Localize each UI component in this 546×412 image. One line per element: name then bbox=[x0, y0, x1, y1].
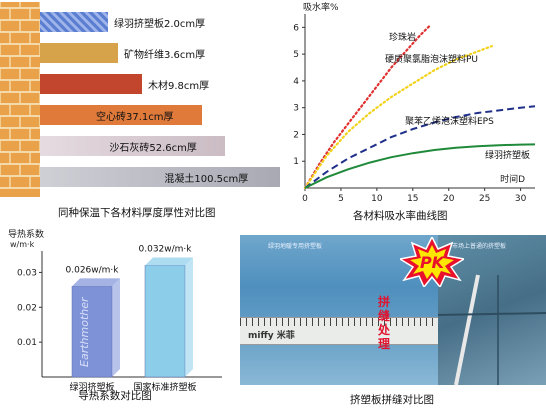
thickness-comparison-panel: 绿羽挤塑板2.0cm厚矿物纤维3.6cm厚木材9.8cm厚空心砖37.1cm厚沙… bbox=[0, 0, 285, 225]
thickness-bar bbox=[40, 167, 280, 187]
y-tick-label: 5 bbox=[293, 50, 299, 60]
bar-side-face bbox=[112, 278, 120, 377]
bar-top-face bbox=[145, 257, 193, 266]
thickness-bar-label: 沙石灰砖52.6cm厚 bbox=[109, 143, 197, 154]
seam-treatment-text: 拼缝处理 bbox=[378, 295, 391, 351]
y-axis-title: 导热系数 bbox=[8, 228, 44, 240]
y-tick-label: 0.01 bbox=[17, 338, 37, 348]
y-axis-title: 吸水率% bbox=[303, 1, 339, 13]
thickness-bar bbox=[40, 74, 142, 94]
y-tick-label: 0.02 bbox=[17, 303, 37, 313]
series-label: 聚苯乙烯泡沫塑料EPS bbox=[405, 115, 494, 127]
series-label: 硬质聚氯脂泡沫塑料PU bbox=[385, 53, 478, 65]
thickness-bar-label: 木材9.8cm厚 bbox=[148, 81, 210, 92]
thickness-bar-label: 混凝土100.5cm厚 bbox=[164, 174, 249, 185]
brand-watermark-logo: Earthmother bbox=[78, 296, 91, 367]
y-tick-label: 4 bbox=[293, 77, 299, 87]
x-tick-label: 5 bbox=[338, 194, 344, 204]
y-tick-label: 1 bbox=[293, 157, 299, 167]
series-line bbox=[304, 105, 536, 189]
bar-value-label: 0.026w/m·k bbox=[66, 265, 120, 275]
thickness-bar-label: 空心砖37.1cm厚 bbox=[96, 112, 174, 123]
series-line bbox=[303, 45, 493, 190]
thickness-bar bbox=[40, 136, 225, 156]
brick-wall-illustration bbox=[0, 2, 40, 197]
bar-side-face bbox=[185, 257, 193, 377]
y-tick-label: 2 bbox=[293, 130, 299, 140]
x-tick-label: 30 bbox=[515, 194, 527, 204]
y-tick-label: 3 bbox=[293, 104, 299, 114]
bar-value-label: 0.032w/m·k bbox=[139, 244, 193, 254]
x-tick-label: 15 bbox=[407, 194, 418, 204]
thickness-bar bbox=[40, 105, 202, 125]
right-photo-label: 市场上普通的挤塑板 bbox=[452, 243, 507, 250]
series-line bbox=[303, 23, 432, 190]
water-absorption-caption: 各材料吸水率曲线图 bbox=[353, 210, 448, 222]
board-seam-crack bbox=[438, 274, 546, 385]
x-tick-label: 20 bbox=[443, 194, 455, 204]
thickness-bar-label: 矿物纤维3.6cm厚 bbox=[124, 50, 206, 61]
x-tick-label: 25 bbox=[479, 194, 490, 204]
ruler: miffy 米菲 bbox=[240, 317, 438, 345]
series-label: 绿羽挤塑板 bbox=[485, 149, 530, 161]
category-label: 绿羽挤塑板 bbox=[69, 381, 114, 393]
category-label: 国家标准挤塑板 bbox=[133, 381, 196, 393]
bar-top-face bbox=[72, 278, 120, 287]
x-tick-label: 10 bbox=[371, 194, 383, 204]
ruler-text: miffy 米菲 bbox=[248, 331, 295, 341]
svg-text:PK: PK bbox=[420, 253, 446, 272]
series-label: 珍珠岩 bbox=[389, 31, 416, 43]
thickness-caption: 同种保温下各材料厚度厚性对比图 bbox=[58, 207, 216, 219]
thermal-conductivity-panel: 导热系数 w/m·k 0.01 0.02 0.03 0.026w/m·k 绿羽挤塑板 0.03… bbox=[0, 225, 230, 408]
x-tick-label: 0 bbox=[302, 194, 308, 204]
thickness-bar bbox=[40, 43, 118, 63]
seam-caption: 挤塑板拼缝对比图 bbox=[350, 394, 434, 406]
pk-burst-icon: PK bbox=[400, 237, 464, 287]
ruler-ticks bbox=[240, 318, 438, 326]
series-line bbox=[304, 143, 536, 189]
thermal-caption: 导热系数对比图 bbox=[78, 389, 152, 402]
left-photo-label: 绿羽地暖专用挤塑板 bbox=[268, 243, 323, 250]
bar bbox=[144, 265, 186, 378]
bar bbox=[71, 286, 113, 378]
x-axis-title: 时间D bbox=[500, 173, 525, 185]
thickness-bar-label: 绿羽挤塑板2.0cm厚 bbox=[114, 19, 206, 30]
thickness-bar bbox=[40, 12, 108, 32]
y-axis-unit: w/m·k bbox=[10, 240, 35, 249]
y-tick-label: 0.03 bbox=[17, 268, 37, 278]
seam-comparison-panel: 绿羽地暖专用挤塑板 miffy 米菲 拼缝处理 市场上普通的挤塑板 PK 挤塑板… bbox=[240, 235, 546, 408]
water-absorption-panel: 0 5 10 15 20 25 30 1 2 3 4 5 6 吸水率% 时间D 珍珠岩硬质聚氯脂泡沫塑料PU 聚… bbox=[285, 0, 546, 225]
y-tick-label: 6 bbox=[293, 23, 299, 33]
